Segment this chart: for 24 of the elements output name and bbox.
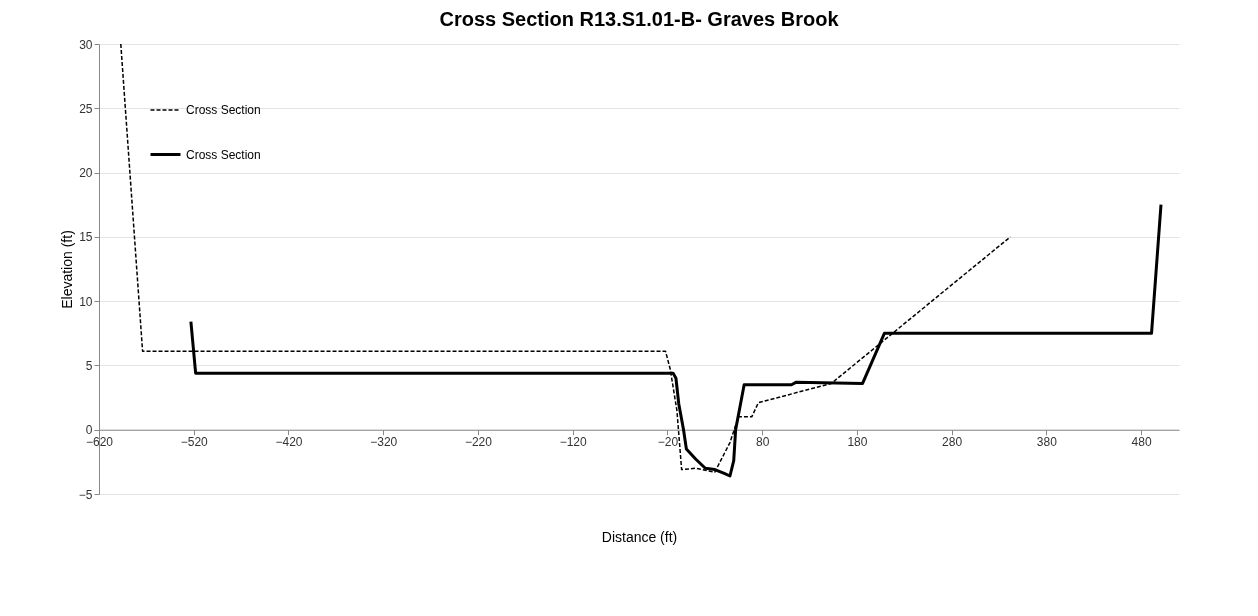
x-tick-label: −520 [180, 435, 209, 450]
x-tick-label: 180 [847, 435, 868, 450]
y-tick-label: −5 [78, 487, 93, 502]
y-tick-label: 25 [79, 101, 93, 116]
y-tick-label: 15 [79, 230, 93, 245]
legend-label: Cross Section [186, 147, 261, 162]
chart-title: Cross Section R13.S1.01-B- Graves Brook [439, 8, 840, 30]
x-tick-label: −20 [657, 435, 679, 450]
y-tick-label: 20 [79, 166, 93, 181]
x-axis-title: Distance (ft) [601, 528, 678, 545]
y-axis-title: Elevation (ft) [58, 230, 75, 309]
x-tick-label: 80 [755, 435, 770, 450]
legend-label: Cross Section [186, 103, 261, 117]
x-tick-label: 380 [1036, 435, 1058, 450]
y-tick-label: 30 [79, 37, 93, 52]
x-tick-label: −420 [275, 435, 303, 450]
y-tick-label: 5 [85, 358, 93, 373]
x-tick-label: −120 [559, 435, 588, 450]
x-tick-label: 280 [942, 435, 963, 450]
x-tick-label: 480 [1131, 435, 1152, 450]
x-tick-label: −320 [370, 435, 398, 450]
y-tick-label: 10 [79, 294, 93, 309]
x-tick-label: −220 [464, 435, 493, 450]
y-tick-label: 0 [85, 423, 93, 438]
